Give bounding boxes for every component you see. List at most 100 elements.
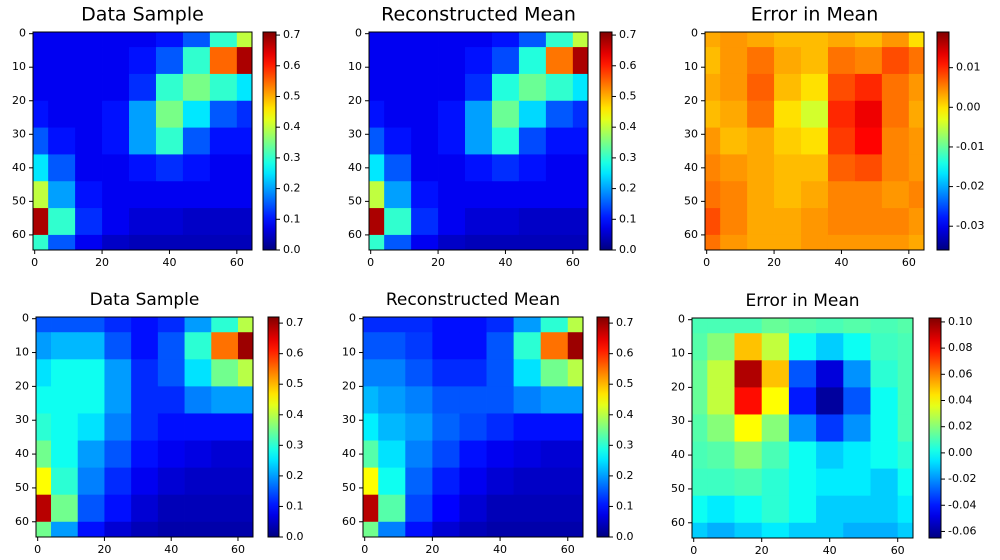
heatmap-cell bbox=[870, 387, 899, 415]
heatmap-cell bbox=[734, 387, 763, 415]
colorbar-tick-label: 0.0 bbox=[616, 530, 634, 543]
y-tick-label: 10 bbox=[15, 346, 29, 359]
heatmap-cell bbox=[827, 100, 856, 128]
heatmap-cell bbox=[129, 127, 157, 155]
colorbar-tick-label: 0.6 bbox=[286, 347, 304, 360]
heatmap-cell bbox=[705, 181, 721, 209]
heatmap-cell bbox=[211, 359, 239, 387]
heatmap-cell bbox=[155, 32, 184, 48]
heatmap-cell bbox=[182, 127, 211, 155]
heatmap-cell bbox=[761, 522, 790, 539]
colorbar-frame bbox=[928, 317, 942, 539]
heatmap-cell bbox=[405, 494, 433, 523]
heatmap-cell bbox=[747, 100, 775, 128]
heatmap-cell bbox=[761, 318, 790, 334]
x-tick-label: 60 bbox=[902, 256, 916, 269]
heatmap-cell bbox=[459, 494, 487, 523]
heatmap-cell bbox=[816, 387, 844, 415]
heatmap-cell bbox=[720, 154, 748, 182]
heatmap-cell bbox=[518, 208, 547, 236]
heatmap-cell bbox=[36, 317, 52, 333]
heatmap-cell bbox=[459, 332, 487, 360]
heatmap-cell bbox=[237, 467, 254, 496]
heatmap-cell bbox=[854, 154, 883, 182]
heatmap-cell bbox=[182, 181, 211, 209]
colorbar-tick-label: 0.06 bbox=[948, 367, 973, 380]
y-tick-label: 0 bbox=[22, 312, 29, 325]
heatmap-cell bbox=[378, 521, 406, 538]
heatmap-cell bbox=[157, 467, 185, 496]
heatmap-cell bbox=[236, 127, 253, 155]
heatmap-cell bbox=[908, 100, 925, 128]
heatmap-cell bbox=[411, 181, 439, 209]
heatmap-cell bbox=[870, 495, 899, 524]
heatmap-cell bbox=[908, 127, 925, 155]
y-tick-label: 40 bbox=[671, 448, 685, 461]
colorbar bbox=[263, 32, 276, 250]
heatmap-cell bbox=[854, 47, 883, 75]
heatmap-cell bbox=[801, 127, 829, 155]
heatmap-cell bbox=[801, 181, 829, 209]
x-tick-label: 40 bbox=[498, 256, 512, 269]
chart-title: Data Sample bbox=[90, 290, 200, 310]
heatmap-cell bbox=[77, 386, 105, 414]
heatmap-cell bbox=[237, 494, 254, 523]
heatmap-cell bbox=[761, 414, 790, 442]
heatmap-cell bbox=[572, 47, 589, 75]
y-tick-label: 40 bbox=[12, 161, 26, 174]
y-tick-label: 0 bbox=[355, 27, 362, 40]
heatmap-cell bbox=[51, 413, 79, 441]
heatmap-cell bbox=[184, 440, 212, 469]
heatmap-cell bbox=[438, 32, 466, 48]
heatmap-cell bbox=[734, 414, 763, 442]
heatmap-cell bbox=[405, 440, 433, 469]
colorbar-tick-label: -0.02 bbox=[948, 472, 976, 485]
heatmap-cell bbox=[182, 47, 211, 75]
colorbar-tick-label: 0.0 bbox=[283, 243, 301, 256]
y-tick-label: 30 bbox=[684, 127, 698, 140]
heatmap-cell bbox=[75, 73, 103, 102]
heatmap-cell bbox=[827, 32, 856, 48]
heatmap-cell bbox=[75, 100, 103, 128]
y-tick-label: 20 bbox=[15, 379, 29, 392]
heatmap-cell bbox=[459, 317, 487, 333]
heatmap-cell bbox=[155, 73, 184, 102]
heatmap-cell bbox=[33, 100, 49, 128]
heatmap-cell bbox=[705, 208, 721, 236]
heatmap-cell bbox=[465, 234, 493, 251]
heatmap-cell bbox=[33, 47, 49, 75]
heatmap-cell bbox=[236, 32, 253, 48]
heatmap-cell bbox=[465, 127, 493, 155]
heatmap-cell bbox=[486, 386, 515, 414]
heatmap-cell bbox=[491, 181, 520, 209]
heatmap-cell bbox=[854, 73, 883, 102]
heatmap-cell bbox=[774, 100, 802, 128]
y-tick-label: 10 bbox=[684, 60, 698, 73]
heatmap-cell bbox=[184, 494, 212, 523]
heatmap-cell bbox=[36, 494, 52, 523]
heatmap-cell bbox=[211, 317, 239, 333]
heatmap-cell bbox=[567, 521, 584, 538]
heatmap-cell bbox=[491, 154, 520, 182]
x-tick-label: 60 bbox=[566, 256, 580, 269]
y-tick-label: 50 bbox=[12, 194, 26, 207]
heatmap-cell bbox=[491, 100, 520, 128]
colorbar bbox=[268, 317, 279, 537]
heatmap-cell bbox=[405, 413, 433, 441]
y-tick-label: 50 bbox=[684, 194, 698, 207]
y-tick-label: 20 bbox=[671, 380, 685, 393]
heatmap-cell bbox=[363, 317, 379, 333]
heatmap-cell bbox=[155, 234, 184, 251]
heatmap-cell bbox=[211, 332, 239, 360]
heatmap-cell bbox=[363, 332, 379, 360]
heatmap-cell bbox=[157, 317, 185, 333]
heatmap-cell bbox=[747, 32, 775, 48]
heatmap-cell bbox=[36, 440, 52, 469]
heatmap-cell bbox=[843, 522, 871, 539]
heatmap-cell bbox=[405, 317, 433, 333]
heatmap-cell bbox=[378, 317, 406, 333]
heatmap-cell bbox=[707, 441, 735, 470]
heatmap-cell bbox=[908, 47, 925, 75]
heatmap-cell bbox=[129, 73, 157, 102]
x-tick-label: 40 bbox=[823, 544, 837, 557]
